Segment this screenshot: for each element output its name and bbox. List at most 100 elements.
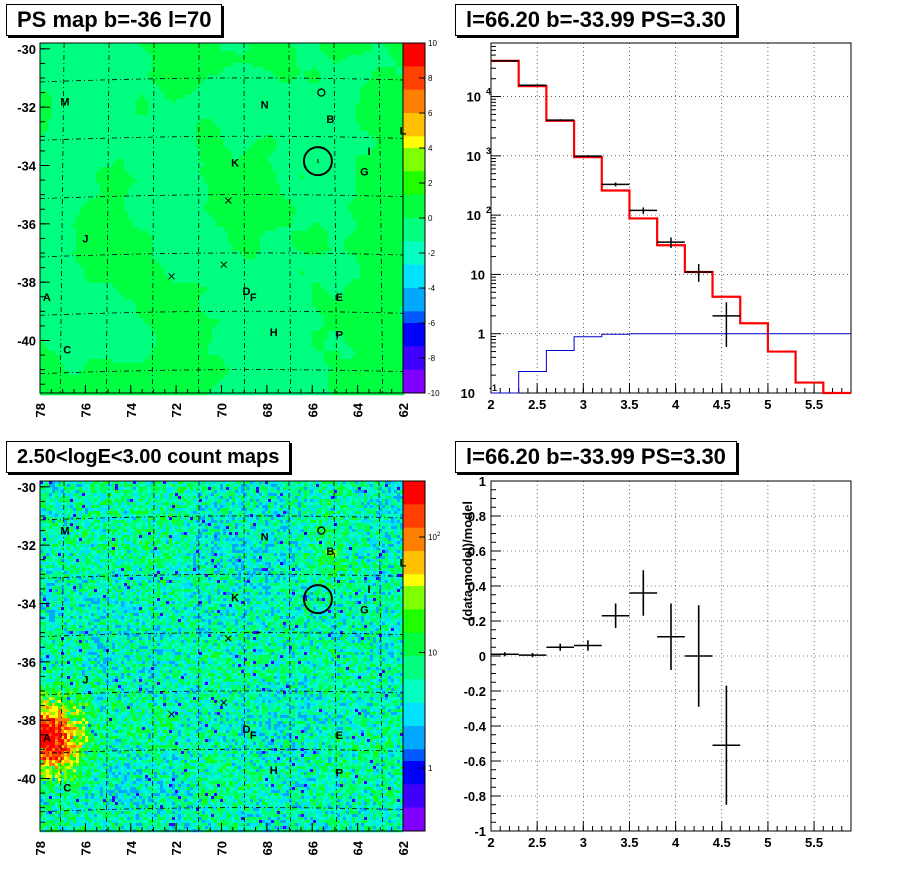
x-tick-label: 3.5 <box>620 397 638 412</box>
x-tick-label: 62 <box>396 403 411 417</box>
source-label-c: C <box>63 344 71 356</box>
source-label-g: G <box>360 604 369 616</box>
spectrum-frame <box>491 43 851 393</box>
x-tick-label: 74 <box>124 840 139 855</box>
y-tick-label: -40 <box>17 334 36 349</box>
source-label-k: K <box>231 593 239 605</box>
x-tick-label: 3.5 <box>620 835 638 850</box>
x-tick-label: 68 <box>260 403 275 417</box>
source-label-k: K <box>231 158 239 170</box>
y-tick-label: -0.2 <box>464 684 486 699</box>
source-label-a: A <box>43 733 51 745</box>
source-label-p: P <box>336 330 343 342</box>
x-tick-label: 70 <box>215 403 230 417</box>
data-point <box>574 155 602 157</box>
y-tick-label: -38 <box>17 275 36 290</box>
y-tick-label: -34 <box>17 159 37 174</box>
data-point <box>546 119 574 121</box>
x-tick-label: 64 <box>351 840 366 855</box>
x-tick-label: 4 <box>672 397 680 412</box>
x-tick-label: 2.5 <box>528 835 546 850</box>
y-tick-label: -36 <box>17 217 36 232</box>
x-tick-label: 5.5 <box>805 397 823 412</box>
x-tick-label: 2 <box>487 397 494 412</box>
bottom-left-title: 2.50<logE<3.00 count maps <box>6 441 290 473</box>
y-tick-label: 10 2 <box>467 205 491 223</box>
x-tick-label: 78 <box>33 841 48 855</box>
colorbar-tick-label: 10 <box>428 649 437 658</box>
y-tick-label: -30 <box>17 42 36 57</box>
colorbar-tick-label: 4 <box>428 144 433 153</box>
x-tick-label: 2 <box>487 835 494 850</box>
colorbar-tick-label: 0 <box>428 214 433 223</box>
source-label-i: I <box>367 146 370 158</box>
x-tick-label: 66 <box>305 841 320 855</box>
source-label-m: M <box>60 96 69 108</box>
colorbar-tick-exponent: 2 <box>437 532 441 538</box>
x-tick-label: 5.5 <box>805 835 823 850</box>
source-label-b: B <box>326 114 334 126</box>
y-tick-label: -40 <box>17 772 36 787</box>
source-label-l: L <box>400 558 407 570</box>
y-tick-label: 0 <box>479 649 486 664</box>
x-tick-label: 74 <box>124 402 139 417</box>
x-tick-label: 3 <box>580 397 587 412</box>
x-tick-label: 2.5 <box>528 397 546 412</box>
source-label-j: J <box>82 233 88 245</box>
x-tick-label: 4.5 <box>713 397 731 412</box>
x-tick-label: 64 <box>351 402 366 417</box>
x-tick-label: 68 <box>260 841 275 855</box>
y-tick-label: -32 <box>17 100 36 115</box>
source-label-j: J <box>82 674 88 686</box>
colorbar-tick-label: 10 <box>428 39 437 48</box>
residual-panel: 2 2.5 3 3.5 4 4.5 5 5.510.80.60.40.20-0.2-0.4-0… <box>460 474 851 850</box>
source-label-a: A <box>43 292 51 304</box>
source-label-i: I <box>367 584 370 596</box>
map-pixels <box>40 43 404 395</box>
source-label-l: L <box>400 126 407 138</box>
data-point <box>491 60 519 61</box>
x-tick-label: 62 <box>396 841 411 855</box>
y-tick-label: -38 <box>17 713 36 728</box>
x-tick-label: 76 <box>78 403 93 417</box>
source-label-c: C <box>63 782 71 794</box>
y-tick-label: 10 3 <box>467 146 491 164</box>
x-tick-label: 3 <box>580 835 587 850</box>
source-label-f: F <box>250 292 257 304</box>
y-tick-label: 10 4 <box>467 87 491 105</box>
x-tick-label: 70 <box>215 841 230 855</box>
colorbar-tick-label: -4 <box>428 284 436 293</box>
y-tick-label: -36 <box>17 655 36 670</box>
y-tick-label: -34 <box>17 597 37 612</box>
top-left-title: PS map b=-36 l=70 <box>6 4 222 36</box>
y-tick-label: -0.6 <box>464 754 486 769</box>
colorbar-tick-label: -6 <box>428 319 436 328</box>
data-point <box>519 84 547 86</box>
y-tick-label: 1 <box>478 327 485 342</box>
y-tick-label: -0.8 <box>464 789 486 804</box>
x-tick-label: 4 <box>672 835 680 850</box>
colorbar-tick-label: 1 <box>428 764 433 773</box>
x-tick-label: 76 <box>78 841 93 855</box>
colorbar-tick-label: 8 <box>428 74 433 83</box>
x-tick-label: 4.5 <box>713 835 731 850</box>
y-tick-label: 10 <box>471 267 485 282</box>
x-tick-label: 5 <box>764 397 771 412</box>
map-pixels <box>40 481 403 832</box>
source-label-h: H <box>270 765 278 777</box>
x-tick-label: 66 <box>305 403 320 417</box>
source-label-m: M <box>60 526 69 538</box>
y-tick-label: -0.4 <box>464 719 487 734</box>
source-label-e: E <box>336 730 343 742</box>
bottom-right-title: l=66.20 b=-33.99 PS=3.30 <box>455 441 737 473</box>
source-label-f: F <box>250 730 257 742</box>
top-right-title: l=66.20 b=-33.99 PS=3.30 <box>455 4 737 36</box>
x-tick-label: 5 <box>764 835 771 850</box>
y-tick-label: 1 <box>479 474 486 489</box>
colorbar-tick-label: -8 <box>428 354 436 363</box>
